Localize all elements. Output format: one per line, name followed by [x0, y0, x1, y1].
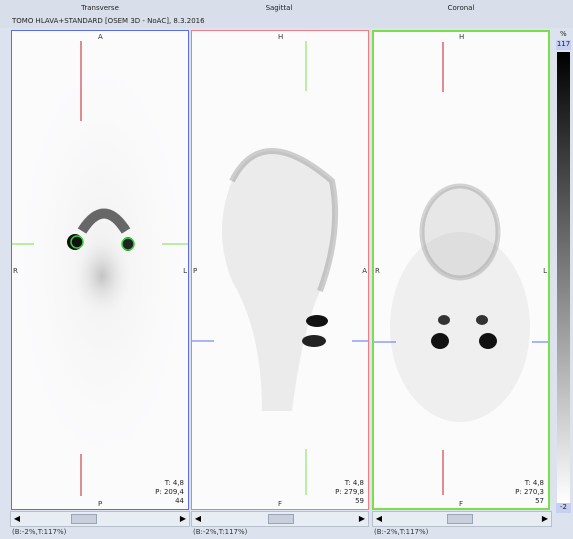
- window-level-label: (B:-2%,T:117%): [12, 528, 67, 536]
- threshold-value: T: 4,8: [524, 479, 544, 487]
- orientation-label-bottom: P: [98, 500, 103, 508]
- orientation-label-bottom: F: [459, 500, 464, 508]
- right-arrow-icon[interactable]: ▶: [179, 514, 187, 523]
- image-info: T: 4,8 P: 270,3 57: [515, 479, 544, 506]
- roi-marker[interactable]: [70, 235, 84, 249]
- orientation-label-left: R: [13, 267, 18, 275]
- sagittal-viewport[interactable]: H F P A T: 4,8 P: 279,8 59: [191, 30, 369, 510]
- scrollbar-thumb[interactable]: [268, 514, 294, 524]
- color-scale-bar[interactable]: [557, 52, 570, 504]
- sagittal-slice-scrollbar[interactable]: ◀ ▶: [191, 511, 369, 527]
- right-arrow-icon[interactable]: ▶: [358, 514, 366, 523]
- coronal-view-title: Coronal: [447, 4, 475, 12]
- sagittal-image: [192, 41, 368, 495]
- slice-number: 57: [535, 497, 544, 505]
- slice-number: 44: [175, 497, 184, 505]
- scale-unit: %: [560, 30, 567, 38]
- transverse-view-title: Transverse: [81, 4, 119, 12]
- scrollbar-thumb[interactable]: [71, 514, 97, 524]
- roi-marker[interactable]: [121, 237, 135, 251]
- scale-max: 117: [556, 40, 571, 50]
- window-level-label: (B:-2%,T:117%): [374, 528, 429, 536]
- threshold-value: T: 4,8: [164, 479, 184, 487]
- scrollbar-thumb[interactable]: [447, 514, 473, 524]
- transverse-image: [12, 33, 188, 496]
- peak-value: P: 270,3: [515, 488, 544, 496]
- sagittal-view-title: Sagittal: [265, 4, 293, 12]
- orientation-label-left: P: [193, 267, 198, 275]
- left-arrow-icon[interactable]: ◀: [194, 514, 202, 523]
- window-level-label: (B:-2%,T:117%): [193, 528, 248, 536]
- threshold-value: T: 4,8: [344, 479, 364, 487]
- coronal-slice-scrollbar[interactable]: ◀ ▶: [372, 511, 552, 527]
- viewer-header: Transverse Sagittal Coronal TOMO HLAVA+S…: [0, 0, 573, 28]
- orientation-label-top: A: [98, 33, 103, 41]
- coronal-image: [374, 42, 548, 495]
- left-arrow-icon[interactable]: ◀: [375, 514, 383, 523]
- study-title: TOMO HLAVA+STANDARD [OSEM 3D - NoAC], 8.…: [12, 17, 205, 25]
- orientation-label-bottom: F: [278, 500, 283, 508]
- coronal-viewport[interactable]: H F R L T: 4,8 P: 270,3 57: [372, 30, 550, 510]
- orientation-label-left: R: [375, 267, 380, 275]
- right-arrow-icon[interactable]: ▶: [541, 514, 549, 523]
- slice-number: 59: [355, 497, 364, 505]
- image-info: T: 4,8 P: 279,8 59: [335, 479, 364, 506]
- transverse-viewport[interactable]: A P R L T: 4,8 P: 209,4 44: [11, 30, 189, 510]
- peak-value: P: 209,4: [155, 488, 184, 496]
- transverse-slice-scrollbar[interactable]: ◀ ▶: [10, 511, 190, 527]
- orientation-label-top: H: [278, 33, 284, 41]
- image-info: T: 4,8 P: 209,4 44: [155, 479, 184, 506]
- orientation-label-right: L: [183, 267, 187, 275]
- scale-min: -2: [556, 503, 571, 513]
- left-arrow-icon[interactable]: ◀: [13, 514, 21, 523]
- orientation-label-right: L: [543, 267, 547, 275]
- orientation-label-top: H: [459, 33, 465, 41]
- orientation-label-right: A: [362, 267, 367, 275]
- peak-value: P: 279,8: [335, 488, 364, 496]
